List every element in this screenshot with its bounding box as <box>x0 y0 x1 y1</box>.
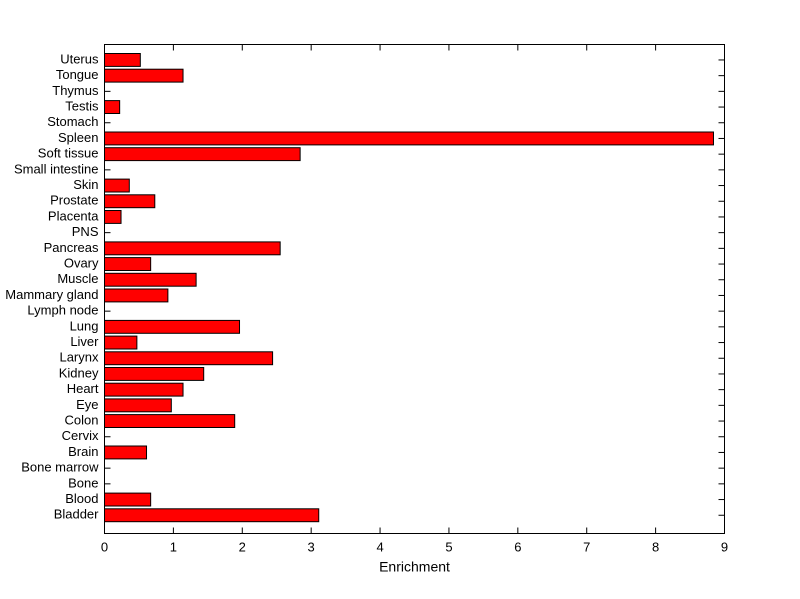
svg-text:PNS: PNS <box>72 224 99 239</box>
svg-text:7: 7 <box>583 540 590 555</box>
svg-text:Colon: Colon <box>65 412 99 427</box>
svg-text:Eye: Eye <box>76 397 98 412</box>
svg-text:9: 9 <box>721 540 728 555</box>
svg-text:Small intestine: Small intestine <box>14 161 99 176</box>
svg-text:4: 4 <box>376 540 383 555</box>
svg-text:Placenta: Placenta <box>48 208 99 223</box>
svg-text:Cervix: Cervix <box>62 428 99 443</box>
svg-text:Uterus: Uterus <box>60 51 99 66</box>
svg-text:Ovary: Ovary <box>64 255 99 270</box>
svg-text:Bone: Bone <box>68 475 98 490</box>
svg-text:1: 1 <box>170 540 177 555</box>
svg-text:Heart: Heart <box>67 381 99 396</box>
svg-text:Kidney: Kidney <box>59 365 99 380</box>
svg-text:2: 2 <box>239 540 246 555</box>
svg-text:0: 0 <box>101 540 108 555</box>
svg-text:Spleen: Spleen <box>58 130 98 145</box>
svg-text:Bone marrow: Bone marrow <box>21 460 99 475</box>
svg-text:Mammary gland: Mammary gland <box>5 287 98 302</box>
svg-text:Blood: Blood <box>65 491 98 506</box>
svg-text:Pancreas: Pancreas <box>44 240 99 255</box>
svg-text:Muscle: Muscle <box>57 271 98 286</box>
svg-text:Liver: Liver <box>70 334 99 349</box>
svg-text:Thymus: Thymus <box>52 83 99 98</box>
svg-text:Brain: Brain <box>68 444 98 459</box>
svg-text:Testis: Testis <box>65 98 99 113</box>
svg-text:3: 3 <box>308 540 315 555</box>
svg-text:Enrichment: Enrichment <box>379 559 450 575</box>
svg-text:Prostate: Prostate <box>50 193 98 208</box>
svg-text:Larynx: Larynx <box>59 350 99 365</box>
svg-text:Bladder: Bladder <box>54 507 99 522</box>
svg-text:Lung: Lung <box>70 318 99 333</box>
svg-text:5: 5 <box>445 540 452 555</box>
svg-text:Lymph node: Lymph node <box>27 303 98 318</box>
svg-text:8: 8 <box>652 540 659 555</box>
svg-text:Stomach: Stomach <box>47 114 98 129</box>
svg-text:Soft tissue: Soft tissue <box>38 146 99 161</box>
svg-text:Skin: Skin <box>73 177 98 192</box>
svg-text:Tongue: Tongue <box>56 67 99 82</box>
svg-text:6: 6 <box>514 540 521 555</box>
